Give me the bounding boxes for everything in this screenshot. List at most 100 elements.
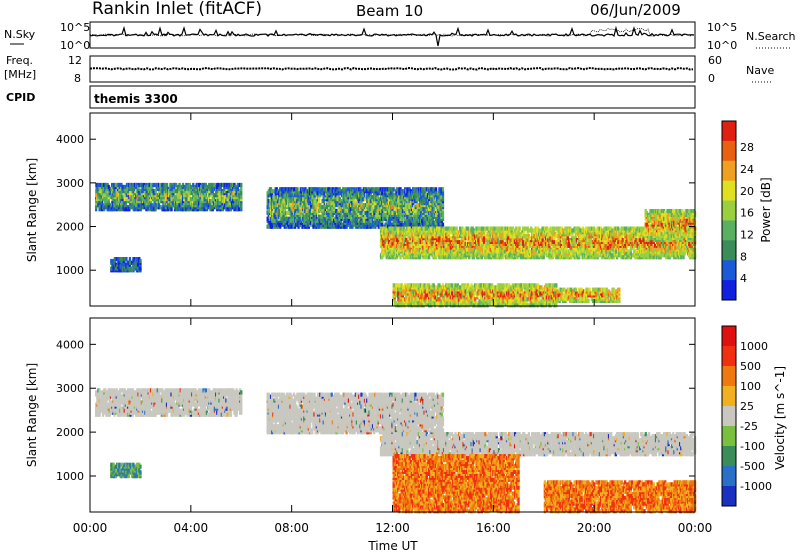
heatmap-cell	[442, 187, 444, 191]
heatmap-cell	[480, 240, 482, 244]
heatmap-cell	[320, 225, 322, 229]
heatmap-cell	[296, 187, 298, 191]
heatmap-cell	[422, 234, 424, 238]
freq-strip: Freq. [MHz] 12 8 60 0 Nave	[4, 54, 774, 85]
heatmap-cell	[318, 197, 320, 201]
heatmap-cell	[553, 227, 555, 231]
heatmap-cell	[442, 191, 444, 195]
heatmap-cell	[164, 183, 166, 187]
heatmap-cell	[493, 227, 495, 231]
heatmap-cell	[543, 255, 545, 259]
heatmap-cell	[303, 201, 305, 205]
heatmap-cell	[141, 183, 143, 187]
heatmap-cell	[406, 211, 408, 215]
nave-ytick-top: 60	[708, 54, 722, 67]
heatmap-cell	[507, 236, 509, 240]
heatmap-cell	[467, 227, 469, 231]
heatmap-cell	[217, 183, 219, 187]
heatmap-cell	[438, 187, 440, 191]
heatmap-cell	[459, 227, 461, 231]
heatmap-cell	[442, 223, 444, 227]
heatmap-cell	[468, 251, 470, 255]
heatmap-cell	[519, 238, 521, 242]
heatmap-cell	[381, 191, 383, 195]
heatmap-cell	[125, 203, 127, 207]
heatmap-cell	[428, 255, 430, 259]
heatmap-cell	[547, 228, 549, 232]
heatmap-cell	[240, 187, 242, 191]
heatmap-cell	[190, 197, 192, 201]
heatmap-cell	[542, 238, 544, 242]
heatmap-cell	[347, 187, 349, 191]
heatmap-cell	[212, 205, 214, 209]
nave-ytick-bottom: 0	[708, 72, 715, 85]
heatmap-cell	[457, 246, 459, 250]
heatmap-cell	[562, 228, 564, 232]
heatmap-cell	[588, 251, 590, 255]
heatmap-cell	[519, 227, 521, 231]
heatmap-cell	[448, 255, 450, 259]
heatmap-cell	[320, 215, 322, 219]
heatmap-cell	[491, 227, 493, 231]
heatmap-cell	[178, 183, 180, 187]
heatmap-cell	[305, 213, 307, 217]
heatmap-cell	[240, 191, 242, 195]
heatmap-cell	[170, 207, 172, 211]
heatmap-cell	[302, 197, 304, 201]
heatmap-cell	[406, 187, 408, 191]
heatmap-cell	[115, 183, 117, 187]
freq-trace	[90, 68, 693, 70]
heatmap-cell	[175, 183, 177, 187]
heatmap-cell	[377, 187, 379, 191]
heatmap-cell	[588, 227, 590, 231]
heatmap-cell	[499, 227, 501, 231]
heatmap-cell	[322, 205, 324, 209]
heatmap-cell	[150, 203, 152, 207]
heatmap-cell	[119, 195, 121, 199]
nsearch-ytick-bottom: 10^0	[707, 39, 737, 52]
heatmap-cell	[438, 227, 440, 231]
heatmap-cell	[212, 183, 214, 187]
heatmap-cell	[391, 242, 393, 246]
heatmap-cell	[426, 227, 428, 231]
heatmap-cell	[166, 183, 168, 187]
heatmap-cell	[269, 221, 271, 225]
heatmap-cell	[399, 255, 401, 259]
heatmap-cell	[536, 255, 538, 259]
heatmap-cell	[97, 183, 99, 187]
heatmap-cell	[272, 189, 274, 193]
heatmap-cell	[529, 249, 531, 253]
heatmap-cell	[401, 197, 403, 201]
heatmap-cell	[482, 227, 484, 231]
nsearch-label: N.Search	[746, 30, 796, 43]
heatmap-cell	[331, 209, 333, 213]
heatmap-cell	[399, 213, 401, 217]
nsearch-ytick-top: 10^5	[707, 21, 737, 34]
heatmap-cell	[575, 248, 577, 252]
heatmap-cell	[515, 227, 517, 231]
heatmap-cell	[103, 193, 105, 197]
plot-title: Rankin Inlet (fitACF)	[92, 0, 262, 19]
beam-label: Beam 10	[356, 2, 423, 20]
heatmap-cell	[108, 201, 110, 205]
heatmap-cell	[349, 221, 351, 225]
freq-unit-label: [MHz]	[4, 68, 36, 81]
heatmap-cell	[124, 197, 126, 201]
heatmap-cell	[287, 211, 289, 215]
heatmap-cell	[423, 242, 425, 246]
heatmap-cell	[95, 205, 97, 209]
cpid-strip-frame	[90, 86, 695, 108]
heatmap-cell	[554, 249, 556, 253]
heatmap-cell	[553, 240, 555, 244]
heatmap-cell	[401, 223, 403, 227]
heatmap-cell	[496, 227, 498, 231]
heatmap-cell	[327, 209, 329, 213]
cpid-value: themis 3300	[94, 92, 178, 106]
heatmap-cell	[437, 199, 439, 203]
heatmap-cell	[457, 240, 459, 244]
heatmap-cell	[435, 187, 437, 191]
heatmap-cell	[192, 183, 194, 187]
nave-label: Nave	[746, 64, 774, 77]
heatmap-cell	[483, 236, 485, 240]
